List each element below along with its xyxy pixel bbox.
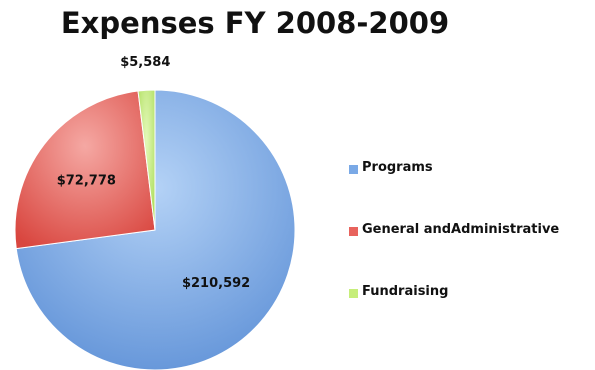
legend-swatch-general-administrative	[349, 227, 358, 236]
data-label-general-administrative: $72,778	[57, 173, 116, 188]
pie-slice-general-administrative	[14, 90, 156, 250]
data-label-programs: $210,592	[182, 276, 250, 291]
legend-label-general-administrative: General andAdministrative	[362, 222, 560, 237]
legend-swatch-fundraising	[349, 289, 358, 298]
legend-label-programs: Programs	[362, 160, 433, 175]
pie-slice-fundraising	[137, 89, 156, 231]
chart-title: Expenses FY 2008-2009	[60, 6, 450, 40]
legend-label-fundraising: Fundraising	[362, 284, 449, 299]
data-label-fundraising: $5,584	[120, 55, 170, 70]
legend-swatch-programs	[349, 165, 358, 174]
pie-slice-programs	[15, 89, 296, 370]
